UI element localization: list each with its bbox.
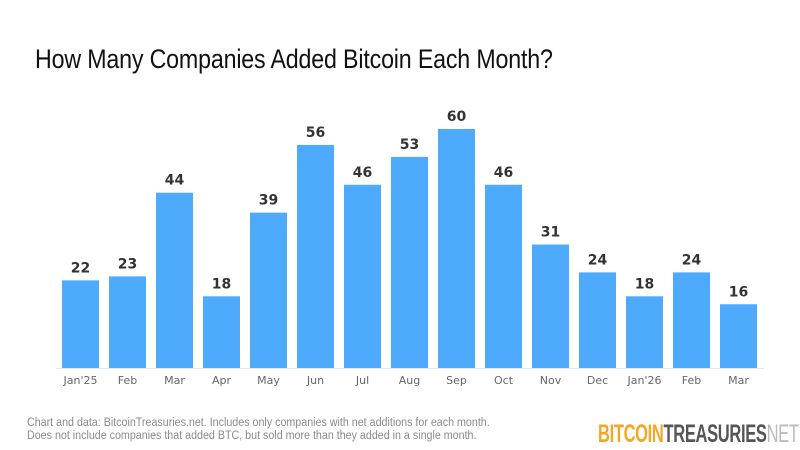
x-tick-label-8: Sep	[446, 374, 467, 387]
data-label-3: 18	[212, 276, 231, 292]
bar-3	[203, 296, 240, 368]
logo-part-net: NET	[766, 420, 799, 448]
bar-chart: 22 Jan'25 23 Feb 44 Mar 18 Apr 39 May 56 Jun 46 Jul 53…	[56, 109, 764, 387]
logo-part-treasuries: TREASURIES	[663, 420, 767, 448]
bar-8	[438, 129, 475, 368]
x-tick-label-12: Jan'26	[627, 374, 662, 387]
footnote-line-1: Chart and data: BitcoinTreasuries.net. I…	[27, 417, 490, 429]
x-tick-label-2: Mar	[164, 374, 185, 387]
data-label-7: 53	[400, 137, 419, 153]
x-tick-label-0: Jan'25	[63, 374, 98, 387]
x-tick-label-9: Oct	[494, 374, 514, 387]
bar-5	[297, 144, 334, 368]
bar-11	[579, 272, 616, 368]
bar-7	[391, 156, 428, 368]
data-label-9: 46	[494, 165, 513, 181]
x-tick-label-14: Mar	[728, 374, 749, 387]
data-label-13: 24	[682, 252, 702, 268]
data-label-14: 16	[729, 284, 748, 300]
logo-part-bitcoin: BITCOIN	[598, 420, 664, 448]
footnote-line-2: Does not include companies that added BT…	[27, 430, 477, 442]
data-label-10: 31	[541, 225, 560, 241]
data-label-5: 56	[306, 125, 325, 141]
bar-1	[109, 276, 146, 368]
data-label-6: 46	[353, 165, 372, 181]
bar-0	[62, 280, 99, 368]
x-tick-label-4: May	[257, 374, 280, 387]
data-label-8: 60	[447, 109, 467, 125]
bar-2	[156, 192, 193, 368]
x-tick-label-1: Feb	[118, 374, 137, 387]
x-tick-label-13: Feb	[682, 374, 701, 387]
data-label-12: 18	[635, 276, 654, 292]
x-tick-label-3: Apr	[212, 374, 232, 387]
chart-title: How Many Companies Added Bitcoin Each Mo…	[35, 44, 553, 74]
x-tick-label-7: Aug	[399, 374, 420, 387]
x-tick-label-10: Nov	[540, 374, 562, 387]
data-label-1: 23	[118, 256, 137, 272]
data-label-2: 44	[165, 173, 185, 189]
bar-4	[250, 212, 287, 368]
bar-6	[344, 184, 381, 368]
x-tick-label-5: Jun	[306, 374, 324, 387]
bar-14	[720, 304, 757, 368]
data-label-0: 22	[71, 260, 90, 276]
x-tick-label-6: Jul	[355, 374, 369, 387]
bitcointreasuries-logo: BITCOINTREASURIESNET	[598, 420, 799, 449]
data-label-11: 24	[588, 252, 608, 268]
x-tick-label-11: Dec	[587, 374, 608, 387]
bar-9	[485, 184, 522, 368]
data-label-4: 39	[259, 193, 278, 209]
bar-13	[673, 272, 710, 368]
bar-12	[626, 296, 663, 368]
bar-10	[532, 244, 569, 368]
